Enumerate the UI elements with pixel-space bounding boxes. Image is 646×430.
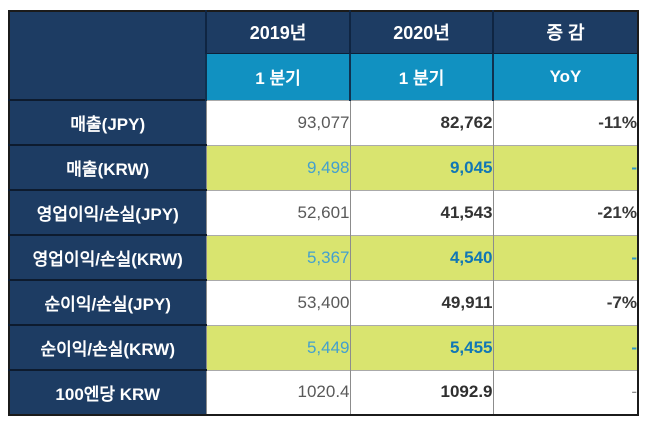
table-row-net-krw: 순이익/손실(KRW) 5,449 5,455 -	[9, 324, 638, 370]
table-row-sales-krw: 매출(KRW) 9,498 9,045 -	[9, 144, 638, 190]
row-label: 영업이익/손실(KRW)	[9, 234, 206, 280]
row-label: 100엔당 KRW	[9, 369, 206, 415]
value-2020: 4,540	[349, 234, 493, 280]
row-label: 순이익/손실(KRW)	[9, 324, 206, 370]
value-yoy: -7%	[492, 279, 638, 325]
table-row-sales-jpy: 매출(JPY) 93,077 82,762 -11%	[9, 99, 638, 145]
header-yoy: YoY	[492, 52, 638, 100]
value-yoy: -	[492, 234, 638, 280]
value-2020: 49,911	[349, 279, 493, 325]
row-label: 매출(JPY)	[9, 99, 206, 145]
header-year-2019: 2019년	[205, 11, 350, 53]
value-2019: 93,077	[205, 99, 350, 145]
value-2020: 9,045	[349, 144, 493, 190]
table-row-operating-jpy: 영업이익/손실(JPY) 52,601 41,543 -21%	[9, 189, 638, 235]
header-row-quarter: 1 분기 1 분기 YoY	[9, 52, 638, 100]
value-yoy: -11%	[492, 99, 638, 145]
value-2020: 41,543	[349, 189, 493, 235]
table-row-operating-krw: 영업이익/손실(KRW) 5,367 4,540 -	[9, 234, 638, 280]
header-year-2020: 2020년	[349, 11, 493, 53]
value-2019: 53,400	[205, 279, 350, 325]
value-2019: 5,367	[205, 234, 350, 280]
value-yoy: -	[492, 369, 638, 415]
table-row-exchange-rate: 100엔당 KRW 1020.4 1092.9 -	[9, 369, 638, 415]
value-2019: 9,498	[205, 144, 350, 190]
header-quarter-2019: 1 분기	[205, 52, 350, 100]
value-2020: 1092.9	[349, 369, 493, 415]
value-2019: 5,449	[205, 324, 350, 370]
header-change: 증 감	[492, 11, 638, 53]
value-2020: 5,455	[349, 324, 493, 370]
corner-cell	[9, 11, 206, 100]
value-yoy: -21%	[492, 189, 638, 235]
value-2020: 82,762	[349, 99, 493, 145]
header-row-year: 2019년 2020년 증 감	[9, 11, 638, 100]
value-2019: 1020.4	[205, 369, 350, 415]
financial-results-table: 2019년 2020년 증 감 1 분기 1 분기 YoY 매출(JPY) 93…	[8, 10, 639, 416]
value-2019: 52,601	[205, 189, 350, 235]
value-yoy: -	[492, 324, 638, 370]
row-label: 매출(KRW)	[9, 144, 206, 190]
header-quarter-2020: 1 분기	[349, 52, 493, 100]
table-row-net-jpy: 순이익/손실(JPY) 53,400 49,911 -7%	[9, 279, 638, 325]
row-label: 영업이익/손실(JPY)	[9, 189, 206, 235]
row-label: 순이익/손실(JPY)	[9, 279, 206, 325]
value-yoy: -	[492, 144, 638, 190]
